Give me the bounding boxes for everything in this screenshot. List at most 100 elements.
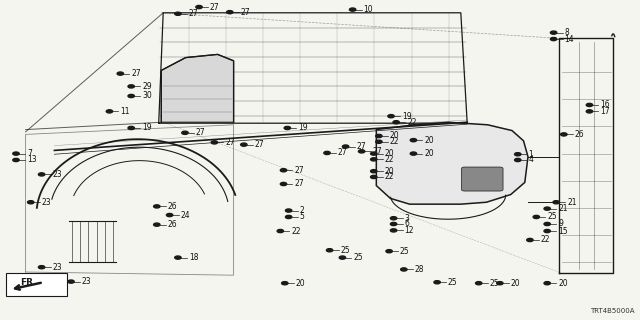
Circle shape	[527, 238, 533, 242]
Text: 20: 20	[558, 279, 568, 288]
Text: 27: 27	[338, 148, 348, 157]
Text: 17: 17	[600, 107, 610, 116]
Circle shape	[586, 110, 593, 113]
Text: 5: 5	[300, 212, 305, 221]
Text: 26: 26	[575, 130, 584, 139]
Text: 27: 27	[225, 138, 235, 147]
Circle shape	[371, 175, 377, 179]
Circle shape	[342, 145, 349, 148]
Circle shape	[166, 213, 173, 217]
Text: 10: 10	[364, 5, 373, 14]
Text: 19: 19	[142, 124, 152, 132]
Text: 13: 13	[27, 156, 36, 164]
Text: 4: 4	[529, 156, 534, 164]
Circle shape	[586, 103, 593, 107]
Circle shape	[154, 223, 160, 226]
Circle shape	[388, 115, 394, 118]
Text: 20: 20	[511, 279, 520, 288]
Text: 27: 27	[210, 3, 220, 12]
Text: 22: 22	[291, 227, 301, 236]
Text: 27: 27	[294, 180, 304, 188]
Circle shape	[182, 131, 188, 134]
Text: 22: 22	[385, 155, 394, 164]
Circle shape	[401, 268, 407, 271]
Circle shape	[282, 282, 288, 285]
Circle shape	[390, 229, 397, 232]
Circle shape	[544, 222, 550, 226]
Text: 3: 3	[404, 214, 410, 223]
Text: 9: 9	[558, 220, 563, 228]
Circle shape	[349, 8, 356, 11]
Circle shape	[38, 173, 45, 176]
Text: 27: 27	[196, 128, 205, 137]
Text: 2: 2	[300, 206, 304, 215]
Circle shape	[38, 266, 45, 269]
Polygon shape	[161, 54, 234, 122]
Circle shape	[497, 282, 503, 285]
Text: 22: 22	[541, 236, 550, 244]
Text: 23: 23	[82, 277, 92, 286]
Circle shape	[390, 222, 397, 226]
Text: 20: 20	[296, 279, 305, 288]
Text: 20: 20	[390, 132, 399, 140]
Circle shape	[128, 85, 134, 88]
Text: 15: 15	[558, 227, 568, 236]
Circle shape	[410, 139, 417, 142]
Circle shape	[326, 249, 333, 252]
Circle shape	[280, 182, 287, 186]
Text: 19: 19	[402, 112, 412, 121]
Circle shape	[393, 121, 399, 124]
Text: 27: 27	[372, 147, 382, 156]
Text: 20: 20	[385, 167, 394, 176]
FancyBboxPatch shape	[461, 167, 503, 191]
Circle shape	[196, 5, 202, 9]
Circle shape	[561, 133, 567, 136]
Polygon shape	[376, 122, 528, 204]
Text: 21: 21	[567, 198, 577, 207]
Circle shape	[515, 158, 521, 162]
Text: 27: 27	[356, 142, 366, 151]
Circle shape	[211, 141, 218, 144]
Text: FR.: FR.	[20, 278, 37, 287]
Text: 8: 8	[564, 28, 569, 37]
Text: 18: 18	[189, 253, 198, 262]
Circle shape	[544, 229, 550, 233]
Circle shape	[13, 158, 19, 162]
Text: 22: 22	[390, 137, 399, 146]
Text: 23: 23	[52, 170, 62, 179]
Text: 27: 27	[241, 8, 250, 17]
Circle shape	[358, 150, 365, 153]
Text: 25: 25	[340, 246, 350, 255]
Text: 22: 22	[407, 118, 417, 127]
Text: 25: 25	[490, 279, 499, 288]
Text: 14: 14	[564, 35, 574, 44]
Text: TRT4B5000A: TRT4B5000A	[590, 308, 635, 314]
Circle shape	[175, 12, 181, 15]
Text: 26: 26	[168, 202, 177, 211]
Circle shape	[324, 151, 330, 155]
Circle shape	[550, 31, 557, 34]
Circle shape	[376, 134, 382, 138]
Circle shape	[371, 170, 377, 173]
Text: 25: 25	[353, 253, 363, 262]
Text: 26: 26	[168, 220, 177, 229]
Circle shape	[515, 153, 521, 156]
Text: 22: 22	[385, 172, 394, 181]
Text: 11: 11	[120, 107, 130, 116]
Text: 27: 27	[294, 166, 304, 175]
Circle shape	[28, 201, 34, 204]
Circle shape	[285, 215, 292, 219]
Circle shape	[386, 250, 392, 253]
Text: 1: 1	[529, 150, 533, 159]
Circle shape	[277, 229, 284, 233]
Text: 27: 27	[189, 9, 198, 18]
Text: 30: 30	[142, 92, 152, 100]
Text: 21: 21	[558, 204, 568, 213]
Text: 23: 23	[52, 263, 62, 272]
Text: 6: 6	[404, 220, 410, 228]
Text: 24: 24	[180, 211, 190, 220]
Circle shape	[339, 256, 346, 259]
Text: 12: 12	[404, 226, 414, 235]
Text: 20: 20	[385, 149, 394, 158]
Text: 20: 20	[424, 149, 434, 158]
